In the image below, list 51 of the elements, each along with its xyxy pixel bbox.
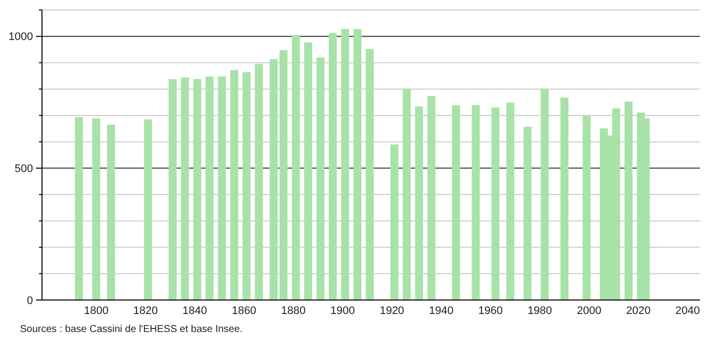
bar: [180, 77, 189, 300]
source-note: Sources : base Cassini de l'EHESS et base Insee.: [20, 324, 243, 335]
bar: [92, 118, 100, 300]
bar: [390, 144, 398, 300]
bar: [74, 117, 83, 300]
bar: [254, 64, 263, 300]
x-tick-label: 1980: [528, 305, 552, 317]
x-tick-label: 2000: [576, 305, 602, 317]
bar: [206, 76, 214, 300]
x-tick-label: 1940: [428, 305, 454, 317]
bar: [506, 102, 514, 300]
bar: [427, 96, 436, 300]
bar: [107, 124, 116, 300]
bar: [540, 88, 549, 300]
x-tick-label: 1800: [84, 305, 108, 317]
x-tick-label: 1900: [330, 305, 355, 317]
bar: [230, 70, 238, 300]
bar: [523, 126, 532, 300]
x-tick-label: 2020: [626, 305, 651, 317]
bar: [270, 59, 278, 300]
bar: [316, 57, 324, 300]
x-tick-label: 1860: [232, 305, 256, 317]
y-tick-label: 500: [14, 163, 33, 176]
x-tick-label: 1920: [380, 305, 404, 317]
bar: [341, 28, 350, 300]
bar: [168, 79, 177, 300]
bar: [472, 105, 480, 300]
bar: [193, 79, 202, 300]
bar: [242, 72, 251, 300]
bar: [582, 116, 591, 300]
x-tick-label: 1820: [133, 305, 158, 317]
bar: [491, 108, 500, 300]
bar: [624, 101, 633, 300]
bar: [218, 76, 226, 300]
y-tick-label: 0: [26, 294, 33, 307]
bar: [304, 42, 312, 300]
bar: [280, 50, 288, 300]
bar: [560, 98, 568, 300]
bar: [144, 119, 152, 300]
x-tick-label: 1840: [182, 305, 208, 317]
bar: [402, 88, 411, 300]
bar: [452, 105, 460, 300]
x-tick-label: 1880: [281, 305, 306, 317]
bar: [366, 49, 374, 300]
y-tick-label: 1000: [8, 31, 33, 44]
bar: [328, 32, 337, 300]
bar: [415, 106, 424, 300]
x-tick-label: 1960: [478, 305, 503, 317]
bar: [292, 35, 300, 300]
x-tick-label: 2040: [675, 305, 700, 317]
bar: [353, 28, 362, 300]
